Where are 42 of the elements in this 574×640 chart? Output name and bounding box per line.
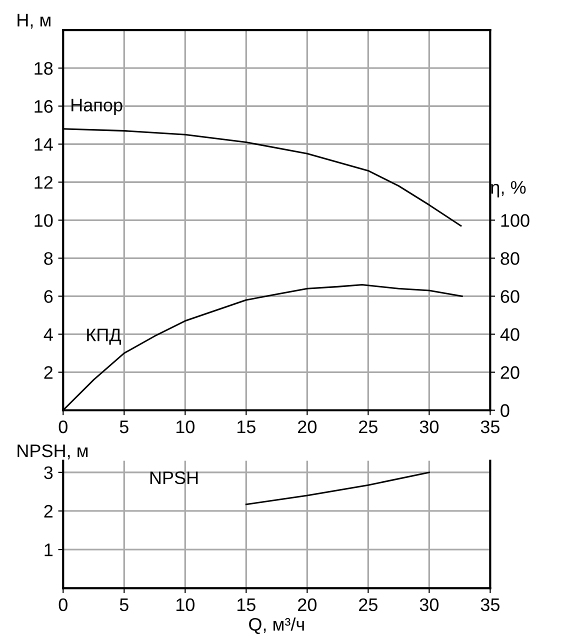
- y-tick-label: 4: [44, 328, 53, 341]
- line-series: [245, 472, 430, 506]
- y2-tick-label: 20: [500, 366, 520, 379]
- y2-tick-label: 0: [500, 404, 510, 417]
- x-tick-label: 25: [359, 598, 378, 612]
- series-label: Напор: [72, 98, 122, 116]
- x-tick-label: 0: [58, 598, 68, 612]
- x-axis-title: Q, м³/ч: [249, 617, 304, 634]
- x-tick-label: 0: [58, 420, 68, 434]
- x-tick-label: 5: [120, 420, 128, 434]
- y-tick-label: 10: [34, 214, 53, 227]
- y-tick-label: 16: [34, 100, 53, 113]
- y-tick-label: 8: [44, 252, 53, 265]
- y-axis-title: NPSH, м: [18, 444, 88, 460]
- y2-tick-label: 40: [500, 328, 520, 341]
- x-tick-label: 15: [238, 598, 256, 612]
- y2-tick-label: 60: [500, 290, 520, 303]
- y-tick-label: 2: [44, 366, 53, 379]
- y-tick-label: 6: [44, 290, 53, 303]
- y-axis-title: H, м: [18, 14, 50, 29]
- x-tick-label: 10: [176, 598, 194, 612]
- x-tick-label: 35: [480, 598, 500, 612]
- y-tick-label: 12: [34, 176, 53, 189]
- x-tick-label: 35: [480, 420, 500, 434]
- x-tick-label: 30: [420, 420, 439, 434]
- y-tick-label: 18: [34, 62, 53, 75]
- x-tick-label: 30: [420, 598, 439, 612]
- text: NPSH: [150, 471, 198, 484]
- y2-tick-label: 80: [500, 252, 520, 265]
- y-tick-label: 3: [44, 466, 53, 480]
- x-tick-label: 20: [298, 420, 317, 434]
- series-label: КПД: [87, 328, 122, 345]
- y-tick-label: 1: [44, 544, 53, 556]
- x-tick-label: 20: [298, 598, 317, 612]
- x-tick-label: 15: [238, 420, 256, 434]
- y2-axis-title: η, %: [491, 181, 526, 198]
- x-tick-label: 10: [176, 420, 194, 434]
- y-tick-label: 2: [44, 504, 53, 518]
- y2-tick-label: 100: [501, 214, 530, 227]
- x-tick-label: 25: [359, 420, 378, 434]
- x-tick-label: 5: [120, 598, 128, 612]
- y-tick-label: 14: [34, 138, 53, 151]
